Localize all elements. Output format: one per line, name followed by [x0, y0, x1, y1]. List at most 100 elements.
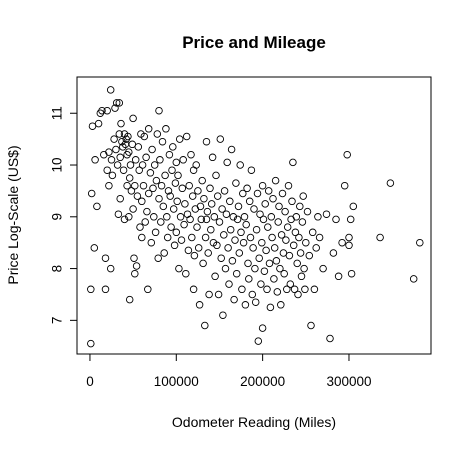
data-point	[163, 233, 172, 242]
x-axis: 0 100000 200000 300000	[86, 353, 372, 389]
data-point	[129, 205, 137, 213]
data-point	[106, 86, 115, 94]
data-point	[314, 213, 322, 221]
data-point	[229, 213, 238, 221]
data-point	[248, 290, 257, 299]
y-tick-label: 9	[50, 213, 65, 221]
data-point	[296, 202, 304, 211]
data-point	[138, 197, 146, 206]
data-point	[256, 210, 264, 218]
data-point	[221, 264, 230, 273]
data-point	[220, 231, 228, 239]
data-point	[112, 99, 121, 107]
data-point	[247, 166, 256, 174]
data-point	[226, 225, 235, 234]
data-point	[207, 200, 216, 208]
data-point	[194, 187, 202, 195]
data-point	[345, 241, 353, 250]
data-point	[282, 236, 290, 244]
data-point	[223, 158, 231, 167]
data-point	[343, 150, 351, 159]
data-point	[141, 218, 149, 226]
data-point	[105, 148, 113, 156]
data-point	[179, 156, 187, 164]
data-point	[174, 171, 182, 180]
data-point	[202, 137, 211, 146]
data-point	[176, 213, 185, 221]
data-point	[116, 194, 124, 203]
data-point	[277, 301, 285, 309]
data-point	[139, 181, 148, 190]
data-point	[135, 166, 143, 174]
data-point	[157, 218, 165, 226]
data-point	[144, 189, 153, 198]
data-point	[173, 197, 181, 206]
data-point	[90, 244, 99, 252]
data-point	[180, 220, 188, 229]
data-point	[230, 295, 238, 304]
data-point	[151, 228, 160, 237]
data-point	[188, 233, 196, 242]
y-tick-label: 8	[50, 265, 65, 273]
data-point	[120, 215, 129, 224]
data-point	[101, 254, 110, 262]
data-point	[205, 290, 213, 299]
data-point	[215, 218, 224, 226]
data-point	[144, 285, 152, 294]
data-point	[254, 337, 263, 345]
data-point	[296, 249, 305, 257]
data-point	[157, 181, 166, 190]
data-point	[150, 161, 159, 169]
data-point	[347, 269, 356, 278]
data-point	[225, 280, 233, 288]
data-point	[115, 99, 124, 107]
data-point	[218, 205, 226, 213]
data-point	[338, 238, 346, 247]
data-point	[288, 197, 296, 206]
data-point	[267, 213, 276, 221]
data-point	[93, 202, 101, 211]
data-point	[165, 150, 174, 159]
data-point	[264, 223, 272, 231]
data-point	[181, 200, 189, 208]
data-point	[250, 205, 258, 213]
data-point	[178, 184, 187, 193]
data-point	[340, 181, 349, 190]
y-axis-label: Price Log-Scale (US$)	[5, 145, 21, 284]
data-point	[153, 130, 162, 138]
data-point	[300, 264, 308, 273]
data-point	[234, 202, 243, 211]
data-point	[198, 176, 206, 185]
data-point	[87, 339, 95, 348]
data-point	[237, 228, 245, 237]
data-point	[125, 295, 134, 304]
data-point	[272, 257, 281, 265]
data-point	[217, 254, 225, 262]
data-point	[293, 259, 301, 268]
data-point	[258, 238, 266, 247]
data-point	[238, 285, 246, 294]
data-point	[206, 184, 214, 193]
data-point	[155, 194, 163, 203]
data-point	[111, 104, 119, 112]
y-tick-label: 11	[50, 106, 65, 120]
data-point	[167, 223, 175, 231]
data-point	[299, 192, 307, 200]
data-point	[213, 192, 222, 200]
data-point	[332, 215, 340, 224]
data-point	[143, 207, 151, 216]
data-point	[232, 179, 240, 187]
data-point	[189, 285, 198, 294]
data-point	[276, 264, 284, 273]
x-tick-label: 200000	[240, 374, 285, 389]
data-point	[172, 228, 181, 237]
data-point	[110, 135, 118, 143]
data-point	[124, 132, 132, 141]
data-point	[253, 189, 262, 198]
data-point	[261, 200, 269, 208]
data-point	[224, 244, 232, 252]
data-point	[278, 189, 287, 198]
data-point	[409, 275, 418, 283]
data-point	[207, 225, 215, 234]
